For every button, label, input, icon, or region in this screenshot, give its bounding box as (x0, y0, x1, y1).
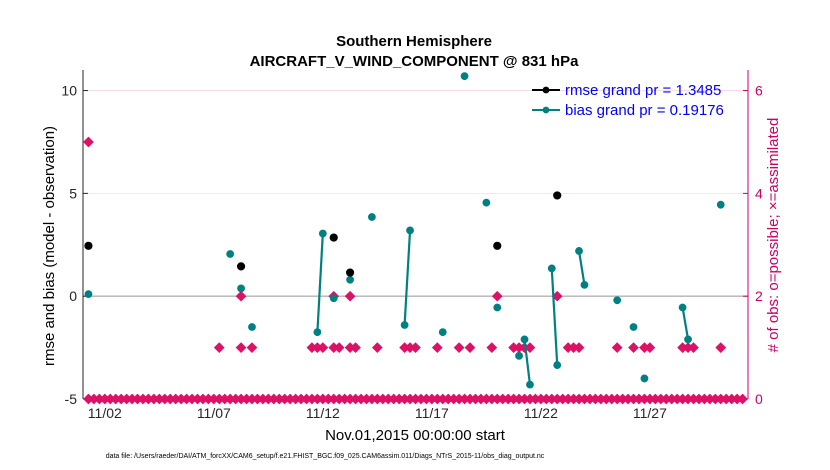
bias-point (237, 284, 245, 293)
obs-count-marker (453, 342, 465, 353)
bias-point (613, 296, 622, 305)
obs-count-marker (737, 393, 748, 405)
y-tick-label: 10 (61, 83, 77, 99)
bias-line-segment (577, 250, 586, 286)
obs-count-marker (464, 342, 476, 353)
obs-count-marker (235, 342, 247, 353)
chart-title: Southern Hemisphere (336, 33, 492, 50)
obs-count-marker (628, 342, 639, 353)
bias-point (547, 264, 556, 273)
obs-count-marker (611, 342, 623, 353)
bias-point (406, 226, 414, 235)
bias-point (684, 335, 692, 344)
y-axis-label: rmse and bias (model - observation) (41, 126, 58, 366)
chart-subtitle: AIRCRAFT_V_WIND_COMPONENT @ 831 hPa (250, 53, 580, 70)
plot-area: 11/02 11/07 11/12 11/17 11/22 11/27 -5 0 5 10 0 2 4 6… (61, 70, 763, 421)
bias-point (329, 294, 338, 303)
obs-count-marker (491, 290, 503, 302)
x-tick-label: 11/02 (88, 405, 122, 421)
bias-point (629, 323, 638, 331)
y2-tick-label: 6 (755, 83, 763, 99)
x-tick-label: 11/22 (524, 405, 558, 421)
bias-line-segment (316, 233, 324, 333)
obs-count-marker (688, 342, 699, 353)
bias-point (640, 374, 649, 383)
bias-point (493, 303, 502, 312)
bias-line-segment (403, 230, 412, 326)
bias-point (248, 323, 256, 331)
x-tick-label: 11/07 (197, 405, 231, 421)
bias-point (526, 380, 534, 389)
obs-count-marker (524, 342, 536, 353)
obs-count-marker (213, 342, 225, 353)
bias-line-segment (523, 339, 532, 385)
bias-point (580, 280, 589, 289)
rmse-point (236, 262, 246, 271)
bias-point (318, 229, 327, 238)
obs-count-marker (431, 342, 443, 353)
obs-count-marker (235, 290, 247, 302)
bias-point (226, 250, 235, 258)
obs-count-marker (644, 342, 656, 353)
obs-count-marker (410, 342, 421, 353)
legend-rmse-label: rmse grand pr = 1.3485 (565, 82, 721, 99)
legend-bias-label: bias grand pr = 0.19176 (565, 102, 724, 119)
bias-point (716, 200, 725, 209)
obs-count-marker (486, 342, 498, 353)
rmse-point (493, 241, 502, 250)
bias-point (553, 361, 562, 369)
obs-count-marker (551, 290, 563, 302)
bias-point (367, 213, 376, 221)
obs-count-marker (317, 342, 329, 353)
obs-count-marker (371, 342, 383, 353)
rmse-point (84, 241, 93, 250)
x-tick-label: 11/17 (415, 405, 449, 421)
y2-tick-label: 4 (755, 185, 763, 201)
bias-point (678, 303, 687, 312)
obs-count-marker (83, 136, 94, 148)
rmse-point (345, 268, 355, 277)
x-axis-label: Nov.01,2015 00:00:00 start (325, 427, 506, 444)
bias-point (400, 321, 409, 329)
bias-point (515, 351, 523, 360)
x-tick-label: 11/12 (306, 405, 340, 421)
x-tick-label: 11/27 (633, 405, 667, 421)
y-tick-label: 0 (69, 288, 77, 304)
obs-count-marker (350, 342, 361, 353)
legend-bias-marker (542, 106, 550, 114)
bias-point (346, 275, 354, 284)
bias-point (438, 328, 447, 337)
y2-tick-label: 0 (755, 391, 763, 407)
bias-point (313, 328, 322, 337)
bias-line-segment (681, 307, 690, 340)
obs-count-marker (573, 342, 585, 353)
legend-rmse-marker (542, 86, 550, 94)
bias-point (84, 290, 93, 299)
y2-tick-label: 2 (755, 288, 763, 304)
obs-count-marker (333, 342, 345, 353)
obs-count-marker (715, 342, 727, 353)
rmse-point (553, 191, 562, 200)
obs-count-marker (246, 342, 258, 353)
bias-point (482, 198, 491, 207)
y2-axis-label: # of obs: o=possible; ×=assimilated (765, 118, 782, 353)
obs-count-marker (344, 290, 356, 302)
y-tick-label: -5 (65, 391, 78, 407)
bias-line-segment (550, 268, 559, 366)
bias-point (460, 72, 469, 81)
bias-point (520, 335, 529, 344)
data-file-footer: data file: /Users/raeder/DAI/ATM_forcXX/… (106, 453, 545, 460)
y-tick-label: 5 (69, 185, 77, 201)
bias-point (575, 247, 583, 255)
rmse-point (329, 233, 338, 242)
